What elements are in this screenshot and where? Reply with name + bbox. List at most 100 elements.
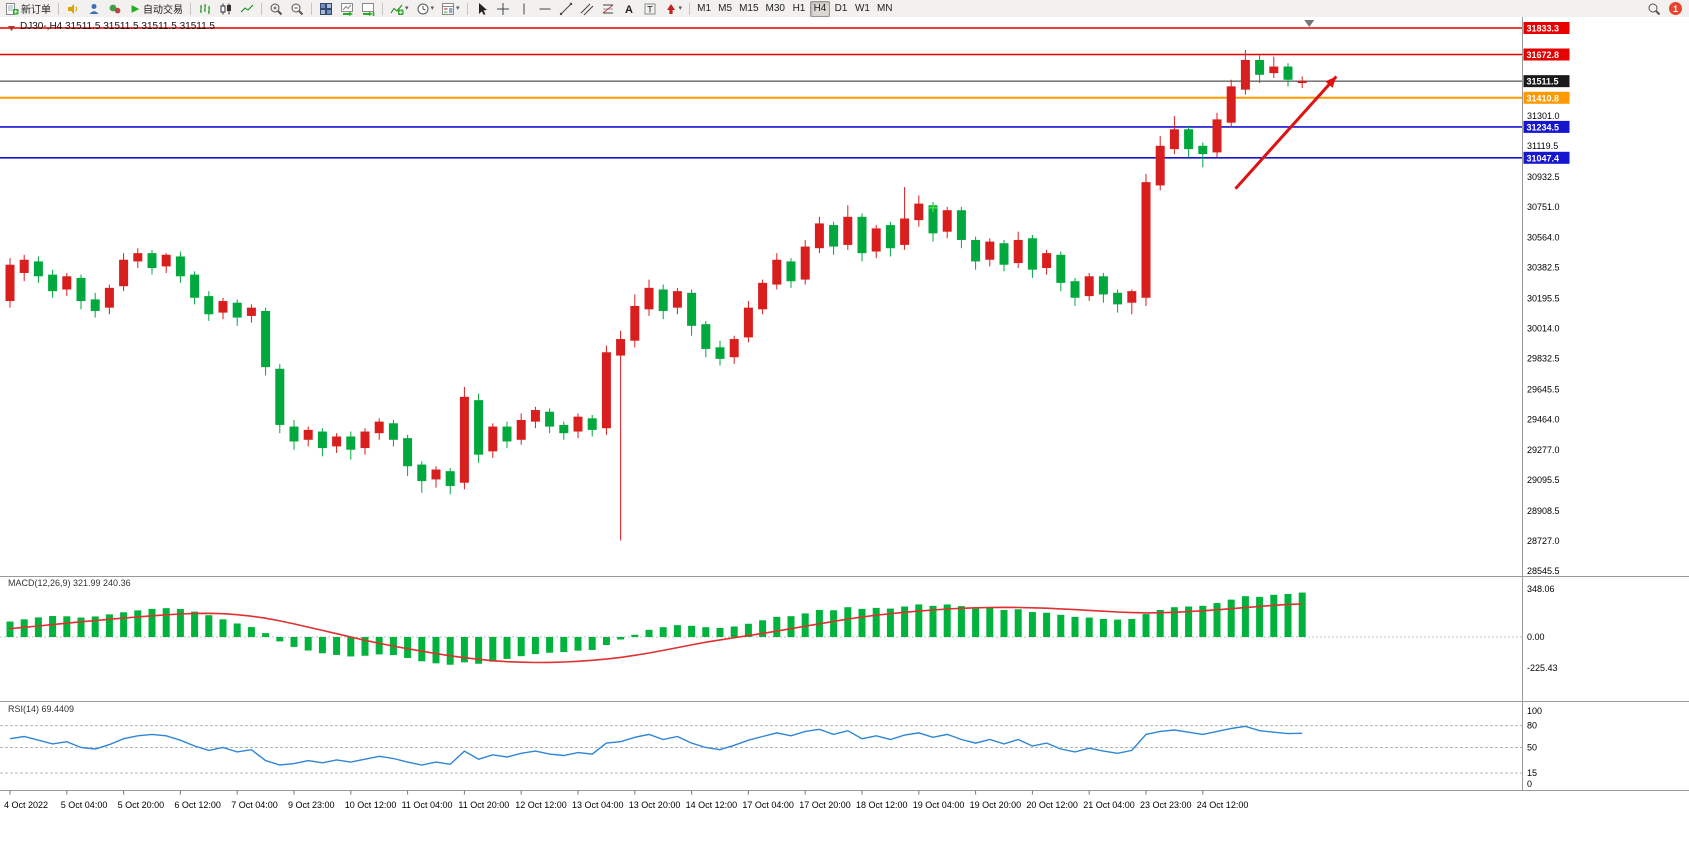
- zoom-out-button[interactable]: [287, 1, 307, 17]
- svg-text:31301.0: 31301.0: [1527, 111, 1560, 121]
- timeframe-button-M1[interactable]: M1: [694, 1, 714, 17]
- toolbar-separator: [261, 2, 262, 15]
- chevron-down-icon: ▾: [405, 5, 409, 12]
- toolbar-separator: [466, 2, 468, 15]
- periods-button[interactable]: ▾: [413, 1, 438, 17]
- svg-text:80: 80: [1527, 721, 1537, 731]
- toolbar-separator: [190, 2, 191, 15]
- svg-text:29645.5: 29645.5: [1527, 384, 1560, 394]
- new-order-icon: [6, 2, 19, 15]
- time-axis-label: 13 Oct 04:00: [572, 800, 624, 810]
- pane-borders: [0, 17, 1689, 791]
- fibonacci-tool-button[interactable]: [598, 1, 618, 17]
- svg-text:31119.5: 31119.5: [1527, 141, 1558, 151]
- svg-text:0: 0: [1527, 779, 1532, 789]
- fibonacci-icon: [602, 4, 613, 13]
- candlestick-chart-button[interactable]: [216, 1, 236, 17]
- crosshair-tool-button[interactable]: [493, 1, 513, 17]
- timeframe-button-W1[interactable]: W1: [852, 1, 873, 17]
- time-axis-label: 18 Oct 12:00: [856, 800, 908, 810]
- chart-shift-button[interactable]: [358, 1, 378, 17]
- bar-chart-icon: [200, 3, 210, 14]
- svg-text:29832.5: 29832.5: [1527, 353, 1560, 363]
- toolbar-separator: [689, 2, 691, 15]
- chart-canvas[interactable]: 31301.0 31119.5 30932.5 30751.0 30564.0 30382…: [0, 17, 1689, 857]
- template-icon: [442, 2, 455, 15]
- vertical-line-tool-button[interactable]: [514, 1, 534, 17]
- price-badge-31511.5: [1523, 75, 1570, 88]
- notification-badge[interactable]: 1: [1669, 2, 1682, 15]
- timeframe-button-M30[interactable]: M30: [763, 1, 788, 17]
- horizontal-line-tool-button[interactable]: [535, 1, 555, 17]
- alerts-button[interactable]: [63, 1, 83, 17]
- time-axis-label: 10 Oct 12:00: [345, 800, 397, 810]
- svg-text:30014.0: 30014.0: [1527, 323, 1560, 333]
- tile-windows-button[interactable]: [316, 1, 336, 17]
- text-tool-button[interactable]: A: [619, 1, 639, 17]
- svg-text:28727.0: 28727.0: [1527, 536, 1560, 546]
- channel-tool-button[interactable]: [577, 1, 597, 17]
- clock-icon: [417, 3, 429, 14]
- chat-bubbles-icon: [109, 4, 121, 13]
- horizontal-line-icon: [539, 8, 551, 9]
- arrows-tool-button[interactable]: ▾: [661, 1, 686, 17]
- timeframe-button-H4[interactable]: H4: [809, 0, 830, 17]
- autotrading-button[interactable]: 自动交易: [126, 1, 186, 17]
- chevron-down-icon: ▾: [430, 5, 435, 12]
- trend-arrow-head: [1325, 76, 1337, 88]
- oneclick-collapse-icon[interactable]: [8, 26, 15, 31]
- time-axis-label: 19 Oct 20:00: [970, 800, 1022, 810]
- crosshair-icon: [496, 2, 509, 15]
- vertical-line-icon: [523, 3, 525, 14]
- timeframe-button-D1[interactable]: D1: [831, 1, 851, 17]
- text-label-tool-button[interactable]: T: [640, 1, 660, 17]
- templates-button[interactable]: ▾: [438, 1, 463, 17]
- arrow-shape-icon: [666, 3, 675, 14]
- bar-chart-button[interactable]: [195, 1, 215, 17]
- price-axis: 31301.0 31119.5 30932.5 30751.0 30564.0 30382…: [1523, 22, 1570, 789]
- svg-text:30932.5: 30932.5: [1527, 172, 1560, 182]
- time-axis-label: 11 Oct 04:00: [402, 800, 453, 810]
- annotations: [8, 20, 1338, 212]
- tile-windows-icon: [320, 2, 332, 15]
- search-icon: [1648, 3, 1661, 15]
- auto-scroll-button[interactable]: [337, 1, 357, 17]
- svg-text:29277.0: 29277.0: [1527, 445, 1560, 455]
- chevron-down-icon: ▾: [456, 5, 460, 12]
- time-axis-label: 20 Oct 12:00: [1026, 800, 1078, 810]
- svg-text:29095.5: 29095.5: [1527, 475, 1560, 485]
- trend-arrow[interactable]: [1234, 75, 1338, 190]
- profile-button[interactable]: [84, 1, 104, 17]
- search-button[interactable]: [1644, 1, 1664, 17]
- indicators-button[interactable]: ▾: [387, 1, 412, 17]
- toolbar-right-group: 1: [1644, 1, 1687, 17]
- trendline-tool-button[interactable]: [556, 1, 576, 17]
- trendline-icon: [559, 2, 572, 15]
- new-order-button[interactable]: 新订单: [2, 1, 54, 17]
- time-axis-label: 7 Oct 04:00: [231, 800, 278, 810]
- timeframe-button-MN[interactable]: MN: [874, 1, 896, 17]
- time-axis-label: 12 Oct 12:00: [515, 800, 567, 810]
- timeframe-button-M5[interactable]: M5: [715, 1, 735, 17]
- svg-text:T: T: [647, 4, 653, 14]
- cursor-tool-button[interactable]: [472, 1, 492, 17]
- text-label-icon: T: [644, 3, 656, 14]
- timeframe-toolbar: M1 M5 M15 M30 H1 H4 D1 W1 MN: [694, 0, 896, 17]
- chat-button[interactable]: [105, 1, 125, 17]
- timeframe-button-H1[interactable]: H1: [789, 1, 809, 17]
- line-chart-button[interactable]: [237, 1, 257, 17]
- new-order-label: 新订单: [21, 5, 51, 16]
- indicators-icon: [390, 4, 404, 15]
- toolbar-separator: [382, 2, 383, 15]
- channel-icon: [580, 3, 593, 15]
- play-icon: [131, 4, 140, 13]
- text-icon: A: [625, 4, 633, 16]
- price-badge-31672.8: [1523, 48, 1570, 61]
- price-badge-31047.4: [1523, 151, 1570, 164]
- chart-shift-marker[interactable]: [1304, 20, 1315, 27]
- toolbar-separator: [58, 2, 59, 15]
- timeframe-button-M15[interactable]: M15: [736, 1, 761, 17]
- zoom-in-button[interactable]: [266, 1, 286, 17]
- svg-text:0.00: 0.00: [1527, 632, 1545, 642]
